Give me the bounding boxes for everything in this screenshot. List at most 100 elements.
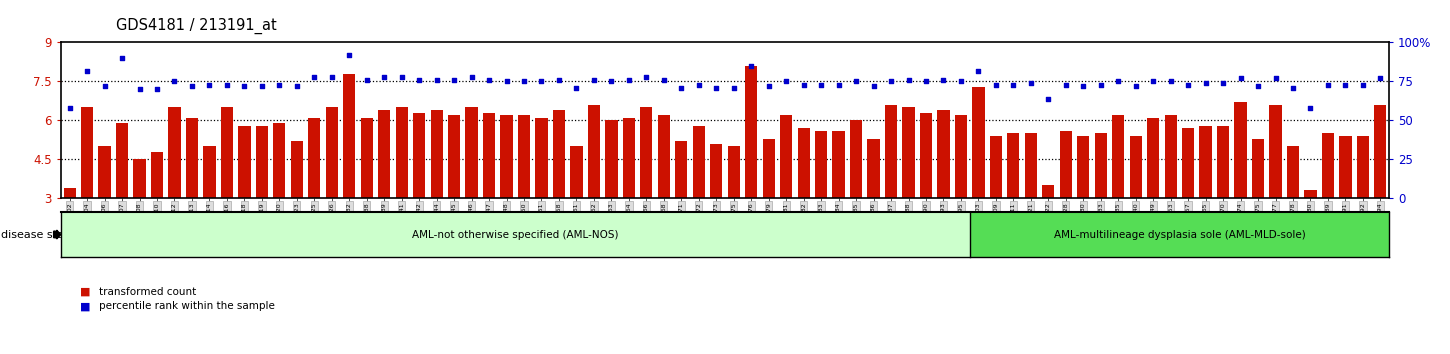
Bar (728, 146, 740, 198)
Point (390, 74, 413, 80)
Bar (1375, 105, 1386, 198)
Point (320, 74, 344, 80)
Bar (326, 107, 338, 198)
Point (722, 85, 745, 91)
Point (442, 77, 465, 83)
Point (652, 77, 676, 83)
Bar (710, 144, 722, 198)
Point (180, 83, 203, 89)
Bar (168, 107, 181, 198)
Point (145, 86, 168, 92)
Bar (552, 110, 566, 198)
Point (932, 77, 956, 83)
Bar (1199, 126, 1212, 198)
Bar (133, 159, 145, 198)
Point (1037, 96, 1060, 101)
Point (215, 82, 238, 87)
Point (1351, 82, 1375, 87)
Bar (937, 110, 950, 198)
Bar (1147, 118, 1160, 198)
Bar (465, 107, 477, 198)
Point (740, 63, 763, 69)
Bar (798, 128, 809, 198)
Bar (658, 115, 670, 198)
Point (1002, 82, 1025, 87)
Bar (954, 115, 967, 198)
Point (1299, 105, 1322, 111)
Point (670, 85, 693, 91)
Point (1019, 80, 1043, 86)
Point (477, 77, 500, 83)
Bar (605, 120, 618, 198)
Bar (1357, 136, 1369, 198)
Bar (238, 126, 251, 198)
Point (268, 82, 291, 87)
Point (1176, 82, 1199, 87)
Bar (570, 146, 583, 198)
Bar (1217, 126, 1230, 198)
Bar (676, 141, 687, 198)
Bar (99, 146, 110, 198)
Bar (973, 87, 985, 198)
Point (985, 82, 1008, 87)
Point (1317, 82, 1340, 87)
Bar (693, 126, 705, 198)
Point (251, 83, 274, 89)
Point (861, 83, 884, 89)
Bar (64, 188, 75, 198)
Point (1282, 85, 1305, 91)
Point (355, 77, 378, 83)
Point (407, 77, 431, 83)
Point (1334, 82, 1357, 87)
Bar (745, 66, 757, 198)
Point (566, 85, 589, 91)
Bar (1112, 115, 1124, 198)
Point (950, 79, 973, 84)
Point (1054, 82, 1077, 87)
Point (93, 83, 116, 89)
Text: GDS4181 / 213191_at: GDS4181 / 213191_at (116, 18, 277, 34)
Text: AML-multilineage dysplasia sole (AML-MLD-sole): AML-multilineage dysplasia sole (AML-MLD… (1054, 229, 1305, 240)
Point (75, 68, 99, 73)
Point (1072, 83, 1095, 89)
Bar (81, 107, 93, 198)
Point (233, 83, 257, 89)
Bar (1025, 133, 1037, 198)
Point (1211, 80, 1234, 86)
Bar (815, 131, 828, 198)
Point (809, 82, 832, 87)
Point (547, 77, 570, 83)
Bar (1043, 185, 1054, 198)
Bar (203, 146, 216, 198)
Point (583, 77, 606, 83)
Point (757, 83, 780, 89)
Point (705, 85, 728, 91)
Point (635, 74, 658, 80)
Bar (255, 126, 268, 198)
Bar (535, 118, 548, 198)
Bar (1060, 131, 1072, 198)
Point (1106, 79, 1130, 84)
Point (197, 82, 220, 87)
Bar (344, 74, 355, 198)
Bar (290, 141, 303, 198)
Text: ■: ■ (80, 287, 90, 297)
Point (1193, 80, 1217, 86)
Point (792, 82, 815, 87)
Point (915, 79, 938, 84)
Point (879, 79, 902, 84)
Bar (1340, 136, 1351, 198)
Bar (990, 136, 1002, 198)
Bar (220, 107, 233, 198)
Point (162, 79, 186, 84)
Bar (1164, 115, 1177, 198)
Point (1264, 75, 1288, 81)
Bar (1286, 146, 1299, 198)
Bar (1077, 136, 1089, 198)
Bar (483, 113, 496, 198)
Point (1124, 83, 1147, 89)
Bar (186, 118, 199, 198)
Bar (1251, 138, 1264, 198)
Bar (309, 118, 320, 198)
Bar (378, 110, 390, 198)
